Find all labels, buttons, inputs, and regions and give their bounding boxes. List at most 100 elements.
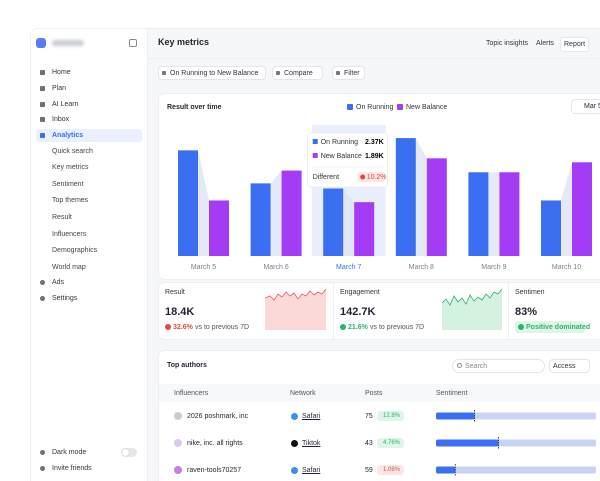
access-dropdown[interactable]	[549, 359, 590, 373]
collapse-button[interactable]	[129, 39, 137, 47]
subnav-item[interactable]: World map	[52, 263, 86, 271]
x-tick-label: March 6	[263, 264, 288, 271]
nav-item[interactable]: Plan	[52, 84, 67, 92]
change-value: 1.08%	[383, 467, 401, 473]
toggle-knob	[122, 449, 129, 456]
x-tick-label: March 5	[191, 264, 216, 271]
tooltip-label: New Balance	[321, 153, 362, 160]
avatar	[174, 466, 182, 474]
metric-note: vs to previous 7D	[195, 324, 250, 331]
nav-item[interactable]: Analytics	[52, 131, 84, 139]
bar	[572, 162, 592, 256]
table-header: Sentiment	[436, 390, 468, 397]
sentiment-track	[436, 412, 596, 420]
tooltip-diff: 10.2%	[367, 174, 387, 181]
dark-mode-toggle[interactable]	[121, 448, 137, 457]
metric-label: Engagement	[340, 289, 380, 296]
table-header-bg	[159, 384, 600, 402]
filter-button[interactable]	[158, 66, 266, 80]
header-divider	[148, 58, 600, 59]
bar-connector	[561, 162, 572, 256]
network-name[interactable]: Safari	[302, 466, 321, 474]
nav-item[interactable]: Settings	[52, 294, 78, 302]
bar	[499, 172, 520, 256]
access-label: Access	[553, 362, 576, 370]
author-name: 2026 poshmark, inc	[187, 412, 249, 420]
metric-value: 142.7K	[340, 306, 376, 318]
trend-icon	[165, 324, 171, 330]
bar-chart: March 5 March 6 March 7 March 8 March 9 March…	[178, 125, 592, 271]
filter-label: On Running to New Balance	[170, 69, 259, 77]
bar	[209, 200, 229, 256]
nav-icon	[40, 279, 45, 285]
x-tick-label: March 9	[481, 264, 506, 271]
filter-label: Compare	[284, 69, 313, 77]
network-icon	[291, 439, 298, 447]
date-button[interactable]	[571, 99, 600, 114]
subnav-item[interactable]: Influencers	[52, 230, 87, 238]
nav-icon	[40, 85, 45, 91]
legend-label: On Running	[356, 104, 394, 111]
filter-icon	[162, 71, 166, 75]
bar	[281, 170, 302, 256]
posts: 75	[365, 412, 373, 420]
bar	[178, 150, 198, 256]
nav-active-bg	[36, 129, 142, 142]
nav-item[interactable]: Home	[52, 68, 71, 76]
change-pill	[377, 438, 404, 448]
logo-name-blurred	[52, 40, 84, 46]
sentiment-bar	[436, 439, 499, 447]
tooltip-diff-label: Different	[313, 174, 339, 181]
network-name[interactable]: Safari	[302, 412, 321, 420]
metric-change: 21.6%	[348, 324, 368, 331]
bar	[323, 188, 344, 256]
search-icon	[457, 363, 462, 368]
subnav-item[interactable]: Demographics	[52, 247, 98, 255]
header-action[interactable]: Topic insights	[486, 40, 529, 47]
nav-item[interactable]: Ads	[52, 278, 65, 286]
subnav-item[interactable]: Sentiment	[52, 180, 84, 188]
metric-divider	[333, 282, 334, 340]
change-value: 4.76%	[383, 440, 401, 446]
chart-title: Result over time	[167, 104, 222, 111]
footer-item[interactable]: Dark mode	[52, 448, 87, 456]
change-value: 12.8%	[383, 413, 401, 419]
table-header: Posts	[365, 390, 383, 397]
metric-label: Sentimen	[515, 289, 545, 296]
subnav-item[interactable]: Quick search	[52, 147, 93, 155]
header-action[interactable]: Alerts	[536, 40, 554, 47]
tooltip-value: 1.89K	[365, 153, 384, 160]
bar	[250, 183, 271, 256]
filter-button[interactable]	[272, 66, 323, 80]
table-header: Influencers	[174, 390, 209, 397]
avatar	[174, 439, 182, 447]
date-button-label: Mar 5	[584, 103, 600, 110]
bar	[426, 158, 447, 256]
footer-item[interactable]: Invite friends	[52, 464, 92, 472]
subnav-item[interactable]: Key metrics	[52, 164, 89, 172]
legend-swatch	[347, 104, 353, 110]
bar-connector	[415, 138, 427, 256]
nav-item[interactable]: Inbox	[52, 115, 70, 123]
metric-divider	[508, 282, 509, 340]
filter-icon	[336, 71, 340, 75]
bar	[395, 138, 416, 256]
page-title: Key metrics	[158, 37, 210, 47]
subnav-item[interactable]: Result	[52, 213, 72, 221]
network-name[interactable]: Tiktok	[302, 439, 321, 447]
subnav-item[interactable]: Top themes	[52, 197, 89, 205]
search-input[interactable]	[452, 359, 545, 373]
bar-connector	[270, 170, 282, 256]
nav-item[interactable]: AI Learn	[52, 100, 79, 108]
search-placeholder: Search	[465, 362, 488, 370]
nav-icon	[40, 132, 45, 138]
nav-icon	[40, 69, 45, 75]
tooltip-swatch	[312, 139, 318, 144]
authors-title: Top authors	[167, 362, 207, 369]
footer-icon	[40, 449, 45, 455]
filter-button[interactable]	[332, 66, 365, 80]
header-action[interactable]: Report	[560, 37, 590, 52]
legend-swatch	[397, 104, 403, 110]
posts: 43	[365, 439, 373, 447]
